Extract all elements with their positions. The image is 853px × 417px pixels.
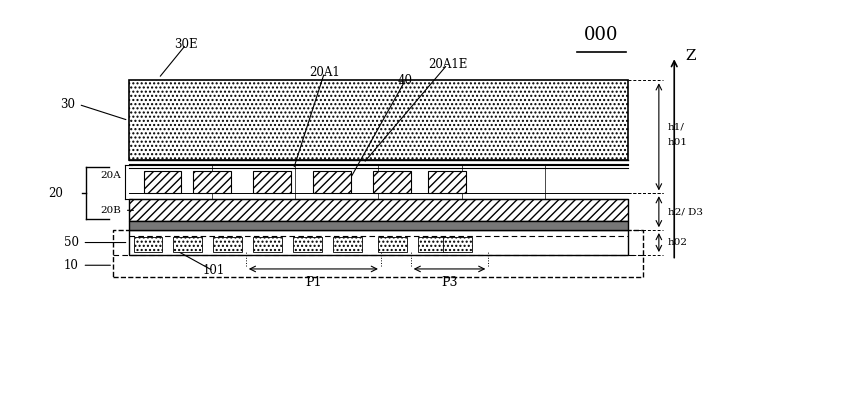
Bar	[129, 221, 628, 230]
Bar	[213, 236, 242, 252]
Bar	[428, 171, 465, 193]
Text: 20A1: 20A1	[309, 66, 339, 79]
Text: 40: 40	[397, 74, 412, 87]
Text: 50: 50	[63, 236, 78, 249]
Bar	[443, 236, 472, 252]
Text: 30: 30	[60, 98, 75, 111]
Bar	[313, 171, 351, 193]
Text: 10: 10	[64, 259, 78, 272]
Bar	[173, 236, 202, 252]
Bar	[253, 236, 282, 252]
Bar	[373, 171, 410, 193]
Text: 20A: 20A	[100, 171, 121, 180]
Text: h2/ D3: h2/ D3	[667, 207, 702, 216]
Text: h02: h02	[667, 238, 688, 247]
Bar	[194, 171, 230, 193]
Bar	[418, 236, 447, 252]
Bar	[143, 171, 181, 193]
Text: 101: 101	[202, 264, 224, 277]
Text: P1: P1	[305, 276, 322, 289]
Text: h01: h01	[667, 138, 688, 147]
Text: P3: P3	[441, 276, 457, 289]
Bar	[129, 230, 628, 255]
Bar	[293, 236, 322, 252]
Bar	[133, 236, 162, 252]
Text: h1/: h1/	[667, 122, 684, 131]
Text: 20A1E: 20A1E	[427, 58, 467, 71]
Bar	[113, 230, 643, 277]
Bar	[333, 236, 362, 252]
Text: 20B: 20B	[100, 206, 121, 215]
Text: 30E: 30E	[174, 38, 198, 51]
Bar	[129, 80, 628, 161]
Text: Z: Z	[685, 49, 695, 63]
Text: 000: 000	[583, 26, 618, 44]
Bar	[129, 165, 628, 199]
Bar	[129, 199, 628, 221]
Text: 20: 20	[49, 187, 63, 200]
Bar	[253, 171, 291, 193]
Bar	[378, 236, 407, 252]
